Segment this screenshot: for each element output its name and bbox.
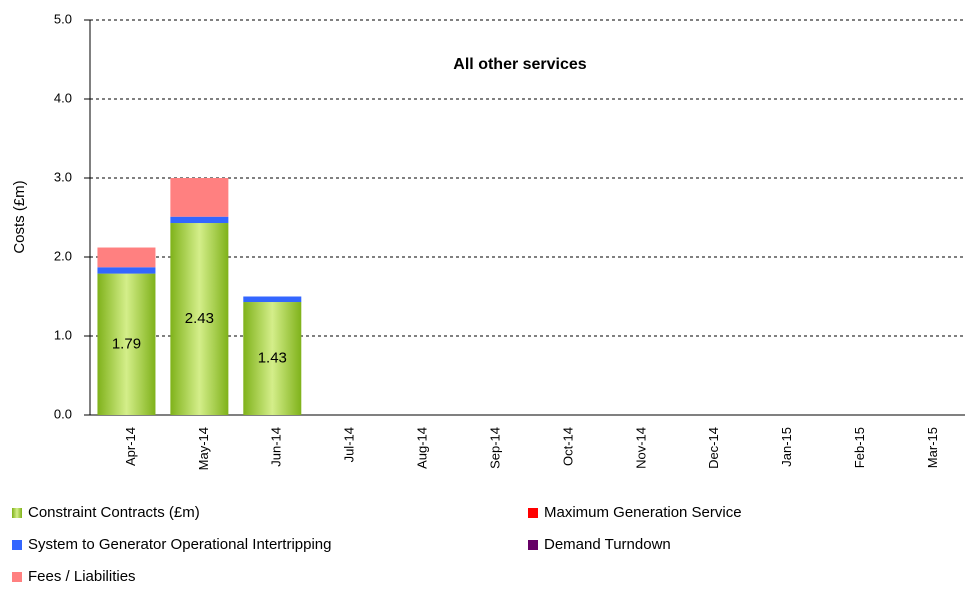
x-tick-label: Feb-15	[852, 427, 867, 468]
y-tick-label: 4.0	[54, 90, 72, 105]
legend-swatch	[12, 540, 22, 550]
x-tick-label: Nov-14	[633, 427, 648, 469]
x-tick-label: Jan-15	[779, 427, 794, 467]
bar-segment	[97, 273, 156, 415]
x-tick-label: Aug-14	[415, 427, 430, 469]
legend-swatch	[12, 508, 22, 518]
legend-swatch	[12, 572, 22, 582]
y-tick-label: 5.0	[54, 11, 72, 26]
y-axis-label: Costs (£m)	[11, 180, 28, 253]
bar-segment	[97, 247, 156, 268]
y-tick-label: 0.0	[54, 406, 72, 421]
data-label: 1.43	[258, 349, 287, 366]
y-tick-label: 1.0	[54, 327, 72, 342]
x-tick-label: Jun-14	[269, 427, 284, 467]
x-tick-label: May-14	[196, 427, 211, 470]
x-tick-label: Jul-14	[342, 427, 357, 462]
bar-segment	[170, 178, 229, 217]
legend-swatch	[528, 508, 538, 518]
x-tick-label: Apr-14	[123, 427, 138, 466]
data-label: 1.79	[112, 335, 141, 352]
bar-segment	[170, 216, 229, 224]
bar-segment	[97, 267, 156, 274]
bar-segment	[243, 296, 302, 303]
x-tick-label: Sep-14	[487, 427, 502, 469]
legend-label: System to Generator Operational Intertri…	[28, 536, 332, 553]
x-tick-label: Oct-14	[560, 427, 575, 466]
bar-segment	[243, 302, 302, 415]
legend-swatch	[528, 540, 538, 550]
chart-title: All other services	[453, 56, 587, 73]
y-tick-label: 3.0	[54, 169, 72, 184]
legend-label: Constraint Contracts (£m)	[28, 504, 200, 521]
legend-label: Maximum Generation Service	[544, 504, 742, 521]
bar-segment	[170, 223, 229, 415]
x-tick-label: Mar-15	[925, 427, 940, 468]
data-label: 2.43	[185, 310, 214, 327]
y-tick-label: 2.0	[54, 248, 72, 263]
legend-label: Fees / Liabilities	[28, 568, 136, 585]
x-tick-label: Dec-14	[706, 427, 721, 469]
legend-label: Demand Turndown	[544, 536, 671, 553]
